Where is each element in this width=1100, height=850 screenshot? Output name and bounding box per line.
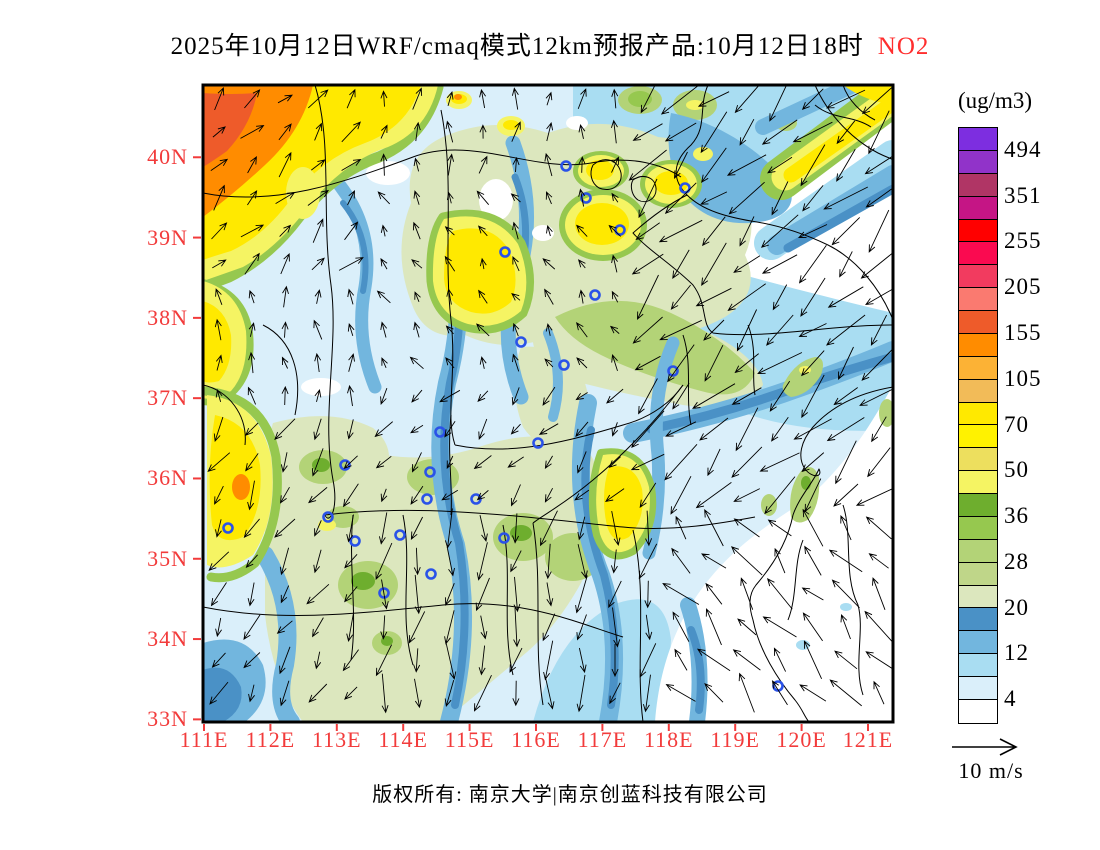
lon-tick-label: 115E [444,727,495,752]
colorbar-tick-label: 50 [1004,457,1029,483]
colorbar-tick-label: 105 [1004,365,1042,391]
colorbar-tick-label: 255 [1004,228,1042,254]
colorbar-box [959,494,997,517]
colorbar-box [959,333,997,357]
colorbar-box [959,539,997,563]
colorbar-tick-label: 4 [1004,686,1017,712]
colorbar-box [959,608,997,632]
city-markers-layer [222,160,784,692]
colorbar-tick-label: 494 [1004,136,1042,162]
colorbar-box [959,562,997,586]
page-title: 2025年10月12日WRF/cmaq模式12km预报产品:10月12日18时 N… [0,26,1100,62]
lon-tick-label: 120E [776,727,827,752]
map-border [201,83,895,724]
colorbar-tick-label: 155 [1004,319,1042,345]
colorbar-box [959,288,997,311]
colorbar-box [959,128,997,151]
colorbar-box [959,677,997,700]
lon-tick-label: 111E [179,727,229,752]
colorbar-tick-label: 351 [1004,182,1042,208]
colorbar-box [959,699,997,723]
lat-tick-label: 34N [147,626,188,652]
lat-tick-label: 38N [147,304,188,330]
colorbar-box [959,173,997,197]
title-species: NO2 [877,33,930,60]
colorbar-box [959,402,997,426]
colorbar-tick-label: 205 [1004,274,1042,300]
colorbar-box [959,150,997,174]
lon-tick-label: 113E [311,727,362,752]
wind-scale-arrow-icon [952,738,1018,756]
colorbar [958,127,998,724]
copyright-text: 版权所有: 南京大学|南京创蓝科技有限公司 [372,784,768,806]
colorbar-tick-label: 28 [1004,548,1029,574]
colorbar-tick-label: 20 [1004,594,1029,620]
lat-tick-label: 33N [147,706,188,732]
axis-ticks [193,156,869,731]
lon-tick-label: 116E [511,727,561,752]
colorbar-tick-label: 12 [1004,640,1029,666]
colorbar-box [959,631,997,655]
colorbar-units-label: (ug/m3) [957,88,1033,113]
wind-scale-label: 10 m/s [958,758,1024,783]
colorbar-box [959,265,997,289]
colorbar-box [959,448,997,472]
colorbar-box [959,471,997,494]
lon-tick-label: 118E [643,727,694,752]
wind-vectors-layer [207,85,893,714]
lon-tick-label: 117E [577,727,628,752]
colorbar-box [959,654,997,677]
colorbar-box [959,356,997,380]
lon-tick-label: 119E [710,727,760,752]
colorbar-box [959,219,997,243]
lat-tick-label: 36N [147,465,188,491]
colorbar-box [959,516,997,540]
colorbar-box [959,311,997,334]
colorbar-box [959,242,997,266]
lat-tick-label: 37N [147,385,188,411]
lat-tick-label: 39N [147,224,188,250]
lat-tick-label: 40N [147,144,188,170]
forecast-map [193,83,895,731]
lon-tick-label: 112E [245,727,296,752]
colorbar-box [959,585,997,609]
lat-tick-label: 35N [147,545,188,571]
colorbar-box [959,196,997,220]
colorbar-box [959,425,997,449]
lon-tick-label: 121E [842,727,894,752]
colorbar-tick-label: 70 [1004,411,1029,437]
colorbar-tick-label: 36 [1004,503,1029,529]
title-main: 2025年10月12日WRF/cmaq模式12km预报产品:10月12日18时 [170,33,864,60]
lon-tick-label: 114E [378,727,428,752]
colorbar-box [959,379,997,403]
